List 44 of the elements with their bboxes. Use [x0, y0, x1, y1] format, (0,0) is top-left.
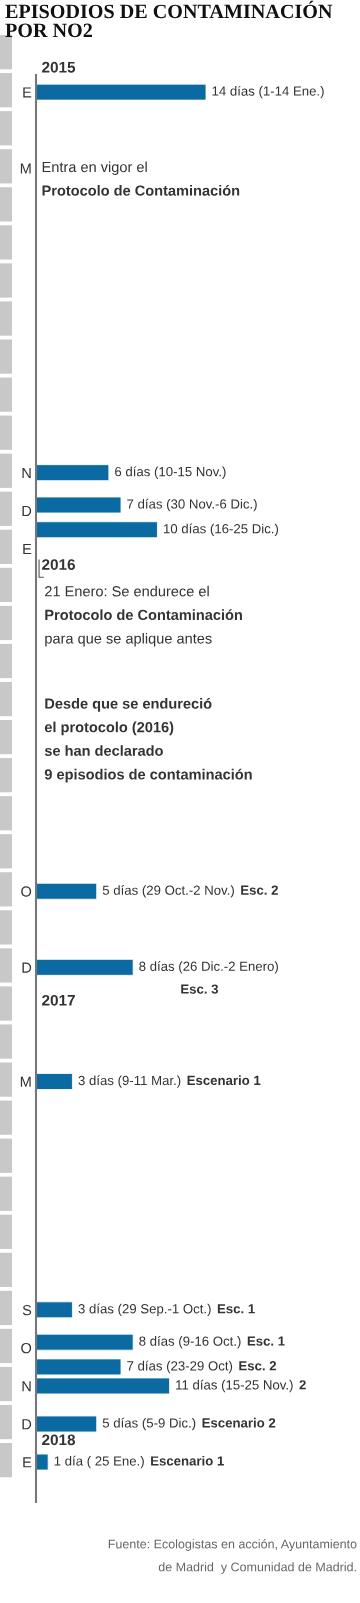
y-tick-label: O: [21, 1342, 32, 1354]
y-tick-label: D: [22, 962, 32, 973]
data-label: 6 días (10-15 Nov.): [115, 466, 226, 479]
bar: [36, 464, 110, 482]
data-label: 7 días (30 Nov.-6 Dic.): [127, 498, 257, 512]
annotation: Desde que se endureció el protocolo (2016) se han declarado 9 episodios de contaminación: [44, 697, 252, 783]
data-label: 3 días (29 Sep.-1 Oct.) Esc. 1: [78, 1303, 255, 1317]
y-tick-label: N: [22, 1381, 31, 1392]
data-label: 8 días (9-16 Oct.) Esc. 1: [139, 1335, 285, 1349]
data-label: 11 días (15-25 Nov.) 2: [176, 1379, 306, 1393]
data-label: 10 días (16-25 Dic.): [163, 523, 279, 536]
bar: [36, 958, 134, 976]
data-label: 3 días (9-11 Mar.) Escenario 1: [78, 1075, 261, 1088]
y-tick-label: D: [22, 505, 32, 516]
data-label: 8 días (26 Dic.-2 Enero) Esc. 3: [139, 961, 278, 994]
annotation: 21 Enero: Se endurece el Protocolo de Contaminación para que se aplique antes: [45, 585, 242, 647]
y-tick-label: E: [23, 87, 32, 98]
source-note: Fuente: Ecologistas en acción, Ayuntamiento de Madrid y Comunidad de Madrid.: [108, 1539, 357, 1574]
y-tick-label: M: [20, 163, 31, 174]
data-label: 5 días (29 Oct.-2 Nov.) Esc. 2: [102, 885, 278, 898]
y-tick-label: N: [22, 467, 31, 478]
annotation: Entra en vigor el Protocolo de Contaminación: [42, 161, 240, 196]
data-label: 1 día ( 25 Ene.) Escenario 1: [54, 1455, 224, 1469]
data-label: 5 días (5-9 Dic.) Escenario 2: [102, 1417, 276, 1431]
bar: [36, 1415, 98, 1433]
chart-title: EPISODIOS DE CONTAMINACIÓN POR NO2: [5, 0, 333, 38]
data-label: 7 días (23-29 Oct) Esc. 2: [127, 1360, 277, 1374]
data-label: 14 días (1-14 Ene.): [212, 85, 324, 99]
y-tick-label: S: [22, 1304, 32, 1316]
y-tick-label: E: [23, 1457, 32, 1468]
y-tick-label: O: [21, 886, 32, 897]
bar: [36, 1453, 49, 1471]
bar: [36, 521, 158, 539]
annotation: 2016: [42, 559, 75, 570]
annotation: 2018: [42, 1434, 76, 1446]
y-tick-label: E: [23, 544, 32, 555]
text: 2015: [42, 61, 76, 73]
y-tick-label: D: [22, 1419, 32, 1430]
bar: [36, 882, 98, 900]
bar: [36, 1073, 73, 1090]
bar: [36, 83, 207, 101]
y-tick-label: M: [20, 1076, 31, 1087]
annotation: 2017: [42, 994, 75, 1006]
bar: [36, 1301, 73, 1319]
